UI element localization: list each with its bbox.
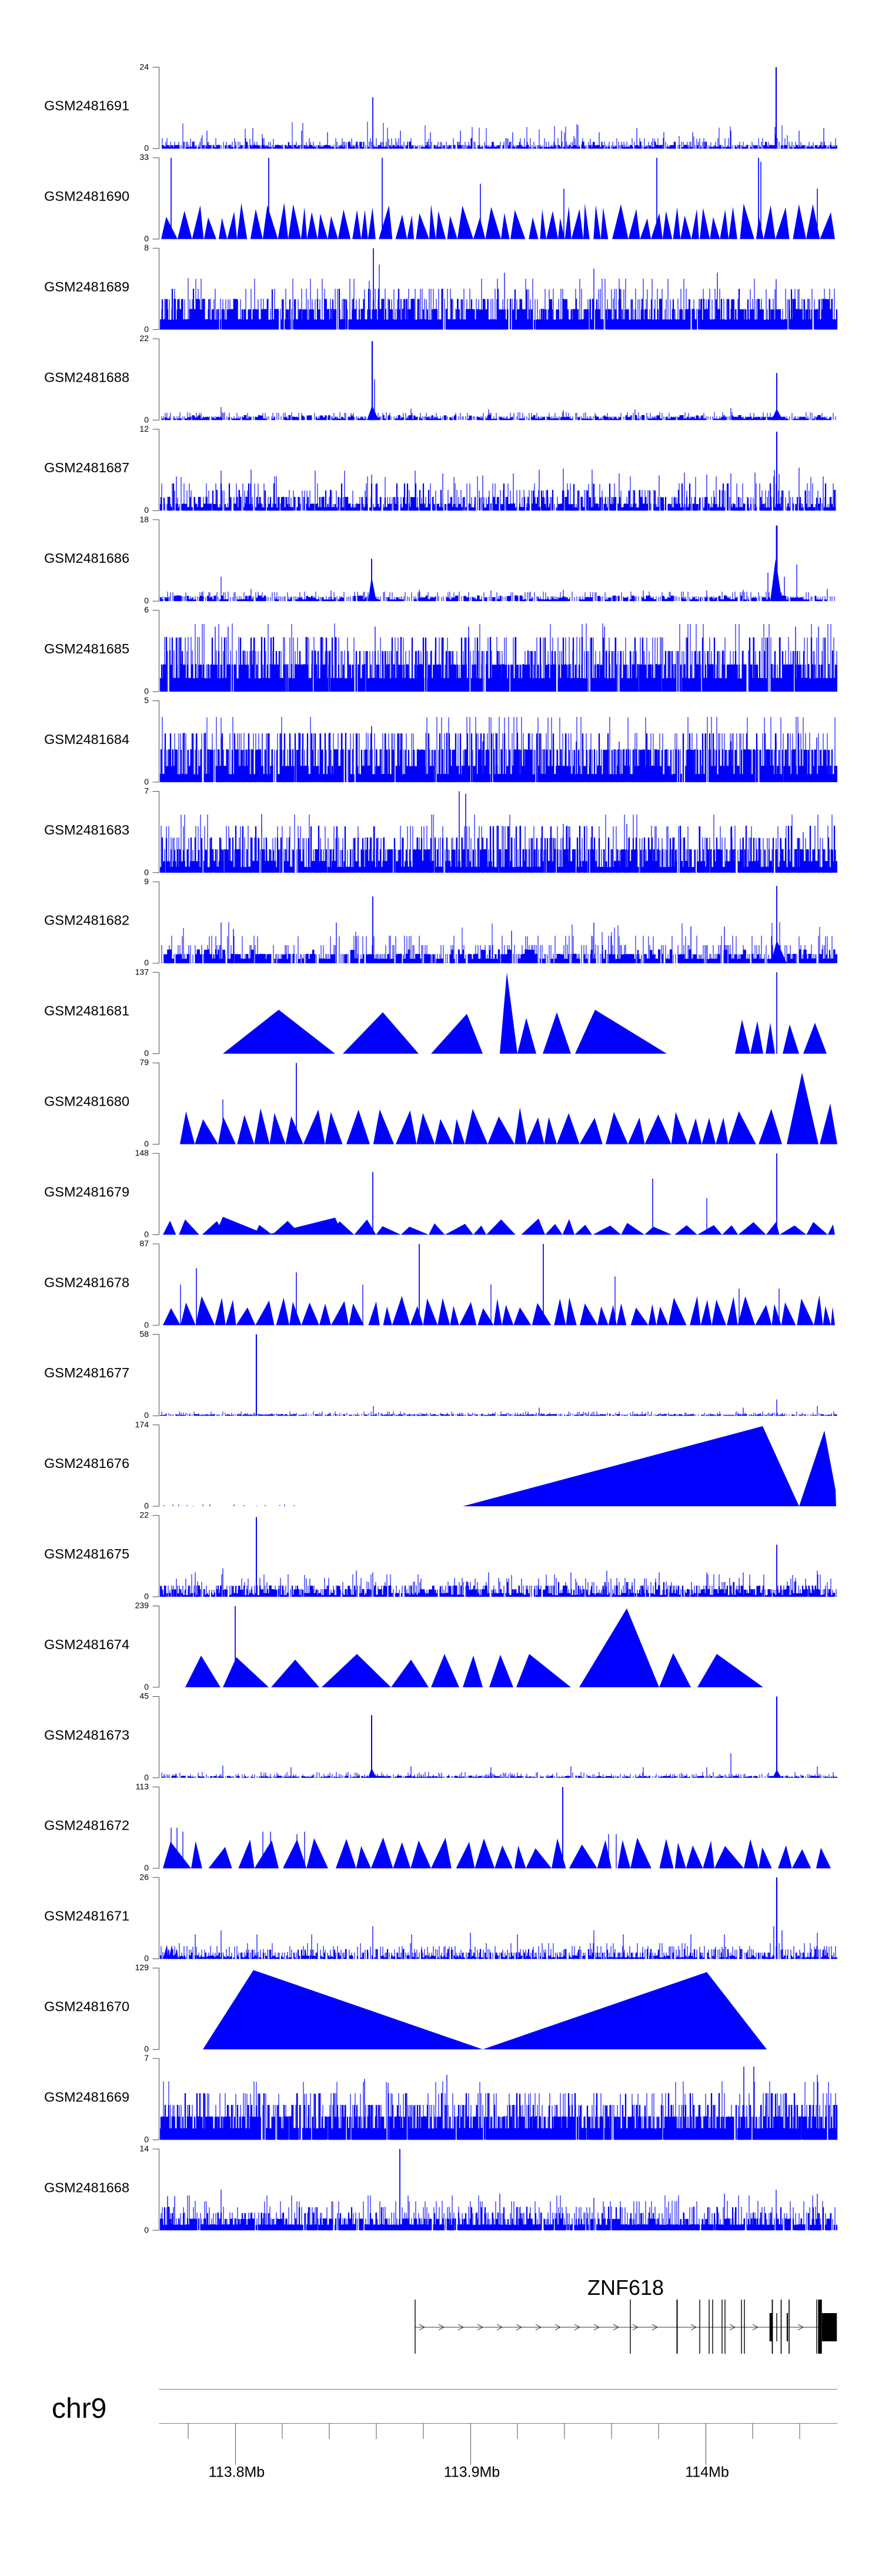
svg-text:22: 22 [139,333,149,343]
svg-text:0: 0 [144,1954,149,1963]
svg-text:GSM2481673: GSM2481673 [44,1727,129,1743]
svg-text:0: 0 [144,1501,149,1510]
svg-text:0: 0 [144,2044,149,2054]
svg-text:0: 0 [144,505,149,515]
svg-text:GSM2481690: GSM2481690 [44,189,129,204]
svg-text:GSM2481668: GSM2481668 [44,2180,129,2195]
svg-text:113.8Mb: 113.8Mb [209,2464,265,2481]
svg-text:0: 0 [144,234,149,243]
svg-text:239: 239 [135,1601,149,1610]
svg-text:0: 0 [144,2134,149,2144]
svg-text:GSM2481691: GSM2481691 [44,98,129,114]
svg-text:113.9Mb: 113.9Mb [444,2464,500,2481]
svg-text:12: 12 [139,424,149,433]
svg-text:22: 22 [139,1510,149,1520]
svg-text:0: 0 [144,958,149,967]
svg-text:26: 26 [139,1872,149,1881]
svg-text:0: 0 [144,1049,149,1058]
svg-text:113: 113 [136,1781,149,1791]
svg-text:137: 137 [135,967,149,976]
svg-text:GSM2481685: GSM2481685 [44,641,129,656]
svg-text:0: 0 [144,1320,149,1329]
svg-text:79: 79 [139,1057,149,1067]
svg-text:0: 0 [144,2225,149,2234]
svg-text:174: 174 [135,1420,149,1429]
svg-text:0: 0 [144,1229,149,1239]
svg-text:0: 0 [144,1410,149,1420]
svg-text:0: 0 [144,144,149,153]
svg-text:0: 0 [144,777,149,786]
svg-text:0: 0 [144,596,149,605]
svg-text:0: 0 [144,686,149,696]
svg-text:87: 87 [139,1239,149,1248]
svg-text:GSM2481681: GSM2481681 [44,1003,129,1019]
svg-text:45: 45 [139,1691,149,1701]
svg-text:GSM2481686: GSM2481686 [44,550,129,566]
svg-text:0: 0 [144,1863,149,1873]
svg-text:GSM2481680: GSM2481680 [44,1094,129,1109]
svg-text:0: 0 [144,324,149,333]
svg-text:18: 18 [139,515,149,524]
svg-text:GSM2481675: GSM2481675 [44,1546,129,1561]
svg-text:GSM2481671: GSM2481671 [44,1908,129,1924]
svg-text:GSM2481687: GSM2481687 [44,460,129,475]
svg-text:148: 148 [135,1148,149,1157]
svg-text:114Mb: 114Mb [685,2464,729,2481]
svg-text:129: 129 [135,1963,149,1972]
svg-text:GSM2481670: GSM2481670 [44,1999,129,2014]
svg-text:0: 0 [144,415,149,424]
svg-text:6: 6 [144,605,149,615]
svg-text:8: 8 [144,243,149,252]
svg-text:GSM2481674: GSM2481674 [44,1637,129,1652]
svg-text:GSM2481682: GSM2481682 [44,913,129,928]
svg-text:33: 33 [139,152,149,162]
svg-text:GSM2481669: GSM2481669 [44,2089,129,2104]
svg-text:0: 0 [144,1773,149,1782]
svg-text:GSM2481678: GSM2481678 [44,1274,129,1290]
svg-text:0: 0 [144,867,149,877]
svg-text:GSM2481683: GSM2481683 [44,822,129,837]
svg-text:GSM2481676: GSM2481676 [44,1456,129,1471]
svg-text:0: 0 [144,1139,149,1149]
svg-text:GSM2481684: GSM2481684 [44,732,129,747]
svg-text:7: 7 [144,786,149,796]
svg-text:GSM2481679: GSM2481679 [44,1184,129,1199]
svg-text:7: 7 [144,2053,149,2063]
svg-text:GSM2481688: GSM2481688 [44,369,129,385]
svg-text:0: 0 [144,1682,149,1691]
svg-text:9: 9 [144,876,149,886]
svg-text:chr9: chr9 [52,2393,106,2424]
svg-text:58: 58 [139,1329,149,1339]
svg-text:14: 14 [139,2144,149,2153]
svg-text:24: 24 [139,62,149,71]
svg-text:GSM2481677: GSM2481677 [44,1365,129,1380]
svg-text:5: 5 [144,696,149,705]
svg-text:ZNF618: ZNF618 [587,2275,664,2300]
svg-text:GSM2481672: GSM2481672 [44,1818,129,1833]
svg-text:0: 0 [144,1591,149,1601]
svg-text:GSM2481689: GSM2481689 [44,279,129,294]
